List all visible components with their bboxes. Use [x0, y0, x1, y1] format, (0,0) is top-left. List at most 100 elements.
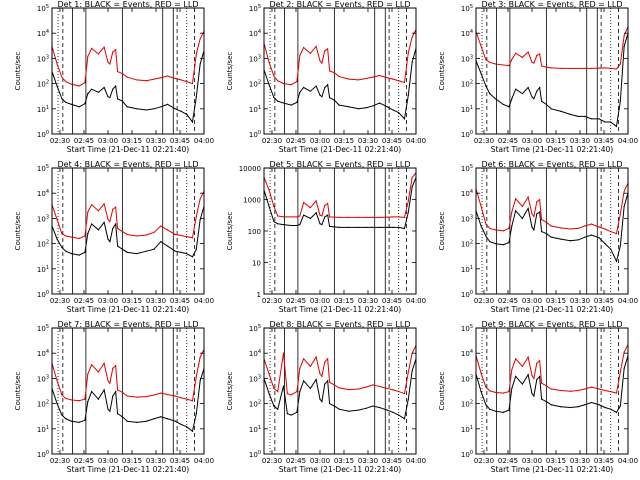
x-axis-label: Start Time (21-Dec-11 02:21:40) — [491, 145, 613, 154]
series-line-events — [476, 355, 628, 414]
data-point-lld — [78, 85, 80, 87]
data-point-events — [84, 251, 86, 253]
data-point-lld — [84, 398, 86, 400]
data-point-events — [392, 226, 394, 229]
x-tick-label: 03:45 — [382, 457, 402, 465]
y-tick-label: 1000 — [243, 197, 261, 205]
data-point-lld — [115, 365, 117, 367]
data-point-events — [116, 98, 119, 100]
data-point-events — [494, 243, 497, 245]
chart-title: Det 6: BLACK = Events, RED = LLD — [482, 160, 623, 169]
data-point-events — [577, 115, 579, 117]
data-point-lld — [109, 220, 111, 223]
data-point-lld — [174, 233, 176, 236]
series-line-lld — [52, 349, 204, 402]
y-tick-label: 100 — [37, 450, 49, 459]
data-point-events — [309, 90, 311, 92]
data-point-lld — [174, 395, 176, 397]
data-point-lld — [78, 237, 80, 240]
data-point-lld — [166, 393, 169, 396]
data-point-events — [398, 226, 400, 229]
data-point-events — [521, 93, 523, 95]
data-point-events — [273, 405, 275, 407]
y-tick-label: 104 — [249, 29, 261, 38]
data-point-lld — [70, 399, 73, 401]
data-point-events — [321, 401, 323, 403]
chart-panel-8: Det 8: BLACK = Events, RED = LLD 02:30 02:… — [226, 320, 426, 474]
data-point-lld — [539, 199, 541, 201]
data-point-lld — [324, 50, 326, 52]
y-tick-label: 105 — [37, 4, 49, 13]
data-point-events — [145, 420, 147, 422]
data-point-events — [174, 250, 176, 252]
data-point-events — [126, 106, 128, 108]
data-point-events — [536, 378, 538, 381]
data-point-lld — [115, 49, 117, 51]
data-point-events — [324, 383, 326, 385]
data-point-events — [315, 85, 317, 87]
data-point-events — [333, 99, 335, 101]
x-tick-label: 02:45 — [286, 297, 306, 305]
data-point-lld — [619, 63, 621, 65]
data-point-events — [160, 106, 162, 108]
x-tick-label: 02:30 — [50, 137, 70, 145]
data-point-lld — [502, 230, 504, 232]
x-axis-label: Start Time (21-Dec-11 02:21:40) — [67, 465, 189, 474]
data-point-events — [560, 110, 562, 112]
data-point-lld — [268, 61, 270, 63]
data-point-events — [569, 240, 571, 242]
data-point-lld — [61, 76, 63, 78]
data-point-lld — [550, 225, 552, 227]
x-tick-label: 03:00 — [98, 297, 118, 305]
data-point-lld — [191, 83, 194, 85]
data-point-lld — [195, 215, 197, 218]
x-tick-label: 03:00 — [522, 297, 542, 305]
y-tick-label: 105 — [249, 4, 261, 13]
data-point-lld — [348, 388, 350, 391]
data-point-lld — [577, 227, 579, 230]
data-point-lld — [136, 235, 138, 237]
data-point-lld — [550, 388, 552, 390]
data-point-lld — [282, 216, 285, 218]
data-point-events — [610, 408, 612, 410]
data-point-events — [315, 212, 317, 214]
data-point-lld — [199, 38, 201, 40]
data-point-lld — [315, 356, 317, 358]
x-tick-label: 02:30 — [474, 137, 494, 145]
data-point-events — [560, 238, 562, 240]
data-point-events — [186, 253, 188, 255]
chart-panel-1: Det 1: BLACK = Events, RED = LLD 02:30 02:… — [14, 0, 214, 154]
x-tick-label: 03:15 — [546, 137, 566, 145]
data-point-lld — [195, 53, 197, 55]
data-point-events — [160, 241, 162, 243]
data-point-lld — [166, 229, 169, 231]
x-tick-label: 03:00 — [98, 137, 118, 145]
data-point-lld — [502, 392, 504, 394]
x-tick-label: 03:30 — [570, 137, 590, 145]
data-point-events — [598, 237, 600, 239]
data-point-lld — [153, 394, 155, 396]
data-point-lld — [494, 229, 497, 231]
data-point-lld — [84, 81, 86, 84]
y-tick-label: 103 — [37, 214, 49, 223]
data-point-events — [540, 230, 543, 233]
data-point-events — [107, 238, 109, 240]
data-point-lld — [296, 390, 298, 393]
data-point-lld — [348, 216, 350, 219]
data-point-events — [126, 420, 128, 422]
data-point-events — [174, 108, 176, 110]
data-point-events — [65, 101, 67, 103]
data-point-events — [191, 430, 194, 432]
data-point-lld — [61, 394, 63, 396]
data-point-lld — [533, 62, 535, 64]
data-point-lld — [273, 75, 275, 77]
x-tick-label: 03:15 — [122, 457, 142, 465]
x-tick-label: 02:45 — [74, 297, 94, 305]
data-point-lld — [116, 70, 119, 73]
data-point-lld — [623, 35, 625, 37]
data-point-events — [153, 418, 155, 420]
data-point-events — [56, 403, 58, 405]
data-point-events — [65, 250, 67, 252]
data-point-lld — [623, 190, 625, 192]
x-tick-label: 03:00 — [98, 457, 118, 465]
